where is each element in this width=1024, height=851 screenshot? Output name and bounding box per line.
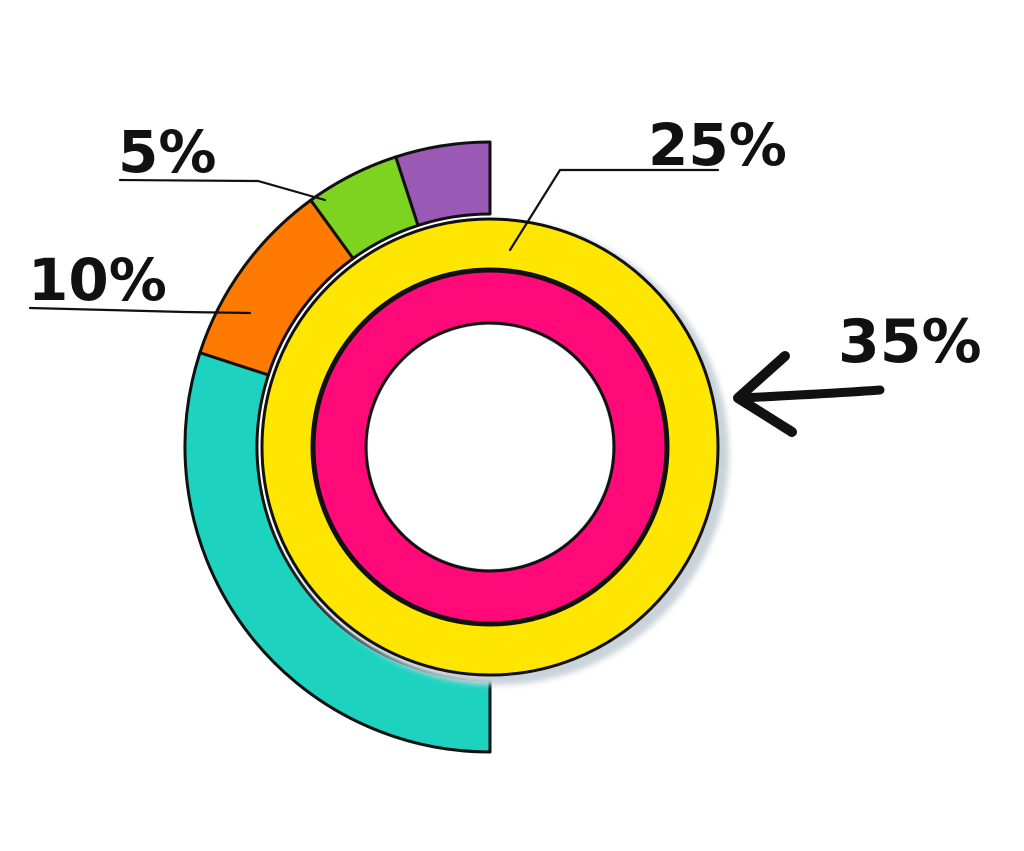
arrow-head: [733, 351, 797, 437]
leader-lines: [28, 168, 720, 315]
inner-ring-1-outline-inner: [310, 267, 670, 627]
inner-ring-1-outline-outer: [260, 217, 720, 677]
label-5pct: 5%: [118, 118, 216, 186]
inner-ring-2-outline-inner: [364, 321, 616, 573]
leader-line-5pct: [118, 178, 327, 202]
inner-ring-2-outline-outer: [312, 269, 668, 625]
leader-line-10pct: [28, 306, 252, 315]
outer-segment-4: [183, 351, 492, 754]
inner-rings: [260, 217, 720, 677]
inner-ring-2: [314, 271, 666, 623]
arrow-shaft: [737, 385, 885, 403]
label-25pct: 25%: [648, 111, 787, 179]
leader-line-25pct: [508, 168, 720, 252]
label-35pct: 35%: [838, 307, 982, 377]
outer-half-ring: [183, 140, 492, 754]
arrow-annotation: [733, 351, 885, 437]
donut-hole: [368, 325, 612, 569]
inner-ring-1: [262, 219, 718, 675]
label-10pct: 10%: [28, 246, 167, 314]
